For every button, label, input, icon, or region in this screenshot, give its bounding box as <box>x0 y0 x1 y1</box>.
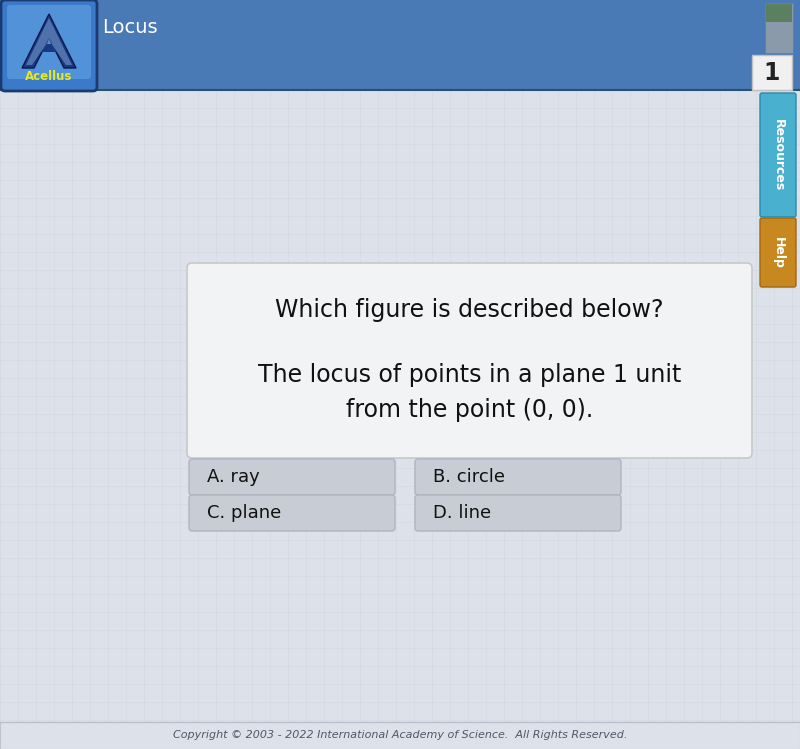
Polygon shape <box>22 14 76 68</box>
Polygon shape <box>35 44 63 52</box>
Text: Resources: Resources <box>771 119 785 191</box>
Text: Help: Help <box>771 237 785 268</box>
FancyBboxPatch shape <box>189 459 395 495</box>
Text: Copyright © 2003 - 2022 International Academy of Science.  All Rights Reserved.: Copyright © 2003 - 2022 International Ac… <box>173 730 627 740</box>
FancyBboxPatch shape <box>766 4 792 22</box>
Text: Acellus: Acellus <box>26 70 73 82</box>
Text: A. ray: A. ray <box>207 468 260 486</box>
Text: D. line: D. line <box>433 504 491 522</box>
FancyBboxPatch shape <box>752 55 792 90</box>
FancyBboxPatch shape <box>189 495 395 531</box>
FancyBboxPatch shape <box>415 459 621 495</box>
Text: Locus: Locus <box>102 18 158 37</box>
Text: The locus of points in a plane 1 unit: The locus of points in a plane 1 unit <box>258 363 681 387</box>
FancyBboxPatch shape <box>415 495 621 531</box>
FancyBboxPatch shape <box>187 263 752 458</box>
FancyBboxPatch shape <box>7 5 91 79</box>
Text: from the point (0, 0).: from the point (0, 0). <box>346 398 593 422</box>
FancyBboxPatch shape <box>0 0 800 90</box>
FancyBboxPatch shape <box>760 93 796 217</box>
FancyBboxPatch shape <box>1 0 97 91</box>
Polygon shape <box>26 18 72 65</box>
FancyBboxPatch shape <box>0 722 800 749</box>
FancyBboxPatch shape <box>765 3 793 53</box>
FancyBboxPatch shape <box>760 218 796 287</box>
Text: B. circle: B. circle <box>433 468 505 486</box>
Text: 1: 1 <box>764 61 780 85</box>
Text: C. plane: C. plane <box>207 504 282 522</box>
Text: Which figure is described below?: Which figure is described below? <box>275 298 664 322</box>
